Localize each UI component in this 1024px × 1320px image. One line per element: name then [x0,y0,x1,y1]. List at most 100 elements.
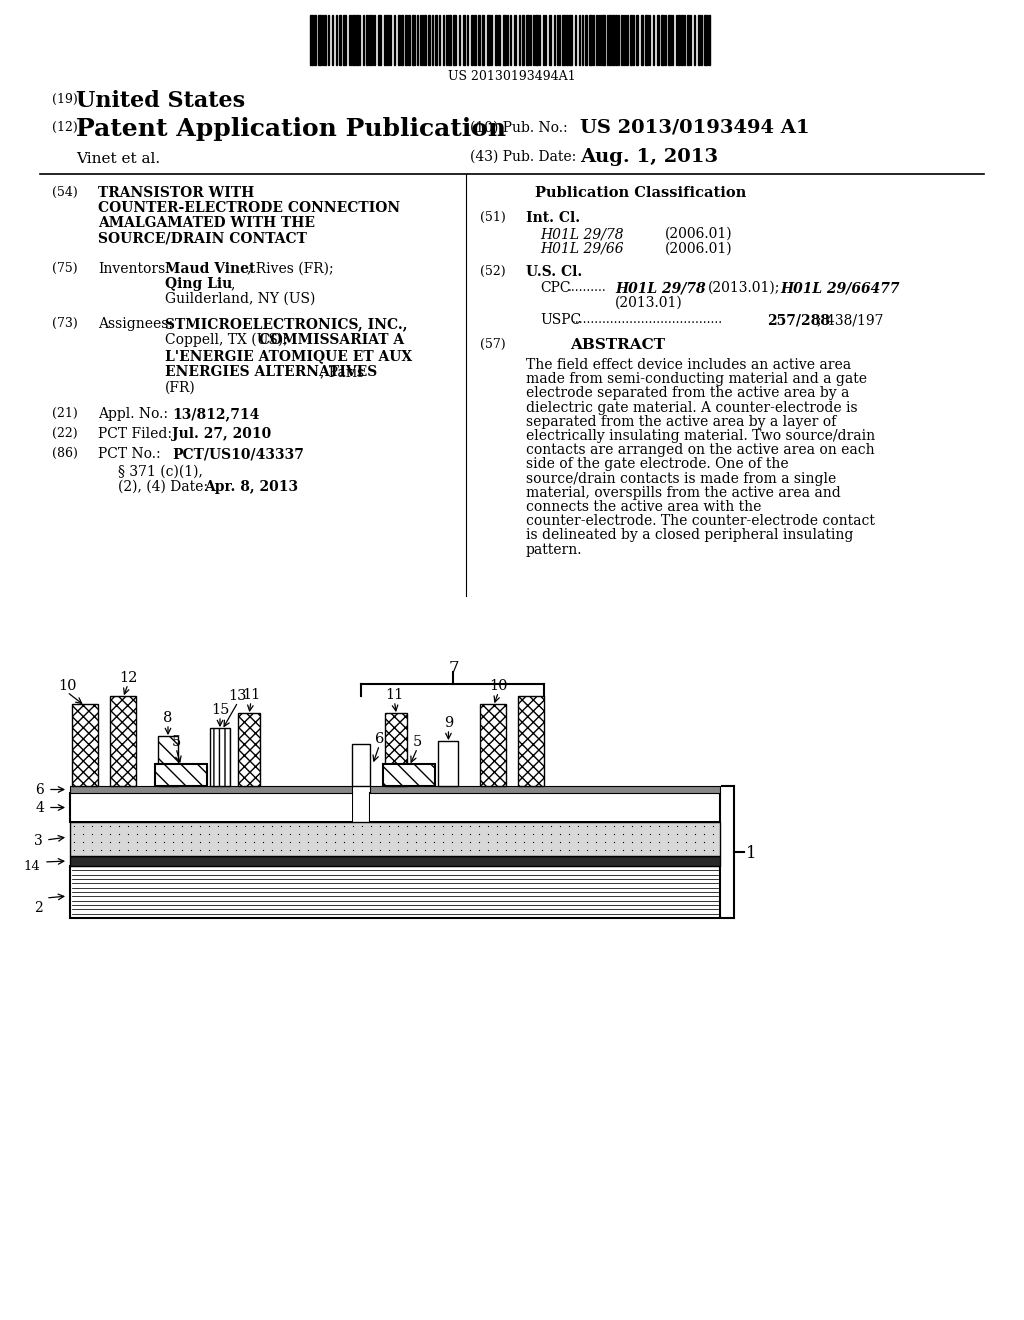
Text: 9: 9 [443,715,453,730]
Bar [535,15,538,65]
Text: contacts are arranged on the active area on each: contacts are arranged on the active area… [526,444,874,457]
Bar [371,785,720,793]
Bar [310,15,313,65]
Bar [641,15,643,65]
Bar [369,15,371,65]
Text: The field effect device includes an active area: The field effect device includes an acti… [526,358,851,372]
Bar [515,795,718,821]
Text: 11: 11 [242,688,260,702]
Bar [353,15,355,65]
Bar [630,15,632,65]
Bar [482,15,484,65]
Bar [210,729,230,785]
Text: PCT Filed:: PCT Filed: [98,426,172,441]
Text: 5: 5 [171,735,180,748]
Text: (21): (21) [52,407,78,420]
Text: USPC: USPC [540,313,582,327]
Bar [371,795,445,821]
Text: (12): (12) [52,121,78,135]
Text: (51): (51) [480,211,506,224]
Text: electrically insulating material. Two source/drain: electrically insulating material. Two so… [526,429,876,444]
Text: 11: 11 [385,688,403,702]
Bar [471,15,473,65]
Bar [487,15,490,65]
Bar [70,793,352,822]
Bar [147,795,217,821]
Text: Coppell, TX (US);: Coppell, TX (US); [165,333,292,347]
Bar [609,15,611,65]
Bar [514,15,516,65]
Bar [412,15,415,65]
Bar [435,15,437,65]
Text: PCT No.:: PCT No.: [98,447,161,461]
Bar [463,15,465,65]
Text: (73): (73) [52,317,78,330]
Text: (2013.01): (2013.01) [615,296,683,310]
Bar [705,15,707,65]
Text: 2: 2 [34,902,42,915]
Text: (54): (54) [52,186,78,199]
Text: 14: 14 [24,861,40,873]
Text: .......................................: ....................................... [572,313,723,326]
Text: dielectric gate material. A counter-electrode is: dielectric gate material. A counter-elec… [526,400,858,414]
Bar [324,15,326,65]
Text: United States: United States [76,90,245,112]
Bar [668,15,671,65]
Text: material, overspills from the active area and: material, overspills from the active are… [526,486,841,500]
Bar [70,785,352,793]
Text: (2), (4) Date:: (2), (4) Date: [118,480,208,494]
Text: Int. Cl.: Int. Cl. [526,211,581,224]
Bar [678,15,680,65]
Text: Assignees:: Assignees: [98,317,173,331]
Text: 257/288: 257/288 [767,313,829,327]
Text: Guilderland, NY (US): Guilderland, NY (US) [165,292,315,306]
Bar [110,696,136,785]
Text: H01L 29/78: H01L 29/78 [615,281,706,294]
Bar [384,15,386,65]
Bar [522,15,524,65]
Text: 6: 6 [36,783,44,796]
Text: separated from the active area by a layer of: separated from the active area by a laye… [526,414,837,429]
Bar [518,696,545,785]
Bar [698,15,700,65]
Text: SOURCE/DRAIN CONTACT: SOURCE/DRAIN CONTACT [98,231,307,246]
Bar [438,741,459,785]
Text: COMMISSARIAT A: COMMISSARIAT A [259,333,404,347]
Text: ENERGIES ALTERNATIVES: ENERGIES ALTERNATIVES [165,366,377,379]
Text: (22): (22) [52,426,78,440]
Text: 3: 3 [34,834,42,847]
Text: COUNTER-ELECTRODE CONNECTION: COUNTER-ELECTRODE CONNECTION [98,201,400,215]
Text: Apr. 8, 2013: Apr. 8, 2013 [204,480,298,494]
Text: , Rives (FR);: , Rives (FR); [247,261,334,276]
Bar [401,15,403,65]
Text: 1: 1 [746,845,757,862]
Text: 4: 4 [36,800,44,814]
Text: 7: 7 [449,660,460,677]
Bar [424,15,426,65]
Text: Patent Application Publication: Patent Application Publication [76,117,506,141]
Text: (57): (57) [480,338,506,351]
Text: AMALGAMATED WITH THE: AMALGAMATED WITH THE [98,216,315,230]
Bar [569,15,572,65]
Text: US 20130193494A1: US 20130193494A1 [449,70,575,83]
Text: (2013.01);: (2013.01); [708,281,780,294]
Bar [449,15,451,65]
Bar [687,15,689,65]
Text: (86): (86) [52,447,78,459]
Text: Maud Vinet: Maud Vinet [165,261,255,276]
Bar [478,15,480,65]
Bar [474,15,476,65]
Bar [445,795,515,821]
Bar [645,15,648,65]
Text: 10: 10 [489,678,508,693]
Text: electrode separated from the active area by a: electrode separated from the active area… [526,387,849,400]
Text: H01L 29/66: H01L 29/66 [540,242,624,256]
Text: H01L 29/78: H01L 29/78 [540,227,624,242]
Text: U.S. Cl.: U.S. Cl. [526,265,583,279]
Bar [318,15,321,65]
Bar [480,704,507,785]
Text: (10) Pub. No.:: (10) Pub. No.: [470,121,567,135]
Bar [70,855,720,866]
Bar [378,15,381,65]
Text: (19): (19) [52,92,78,106]
